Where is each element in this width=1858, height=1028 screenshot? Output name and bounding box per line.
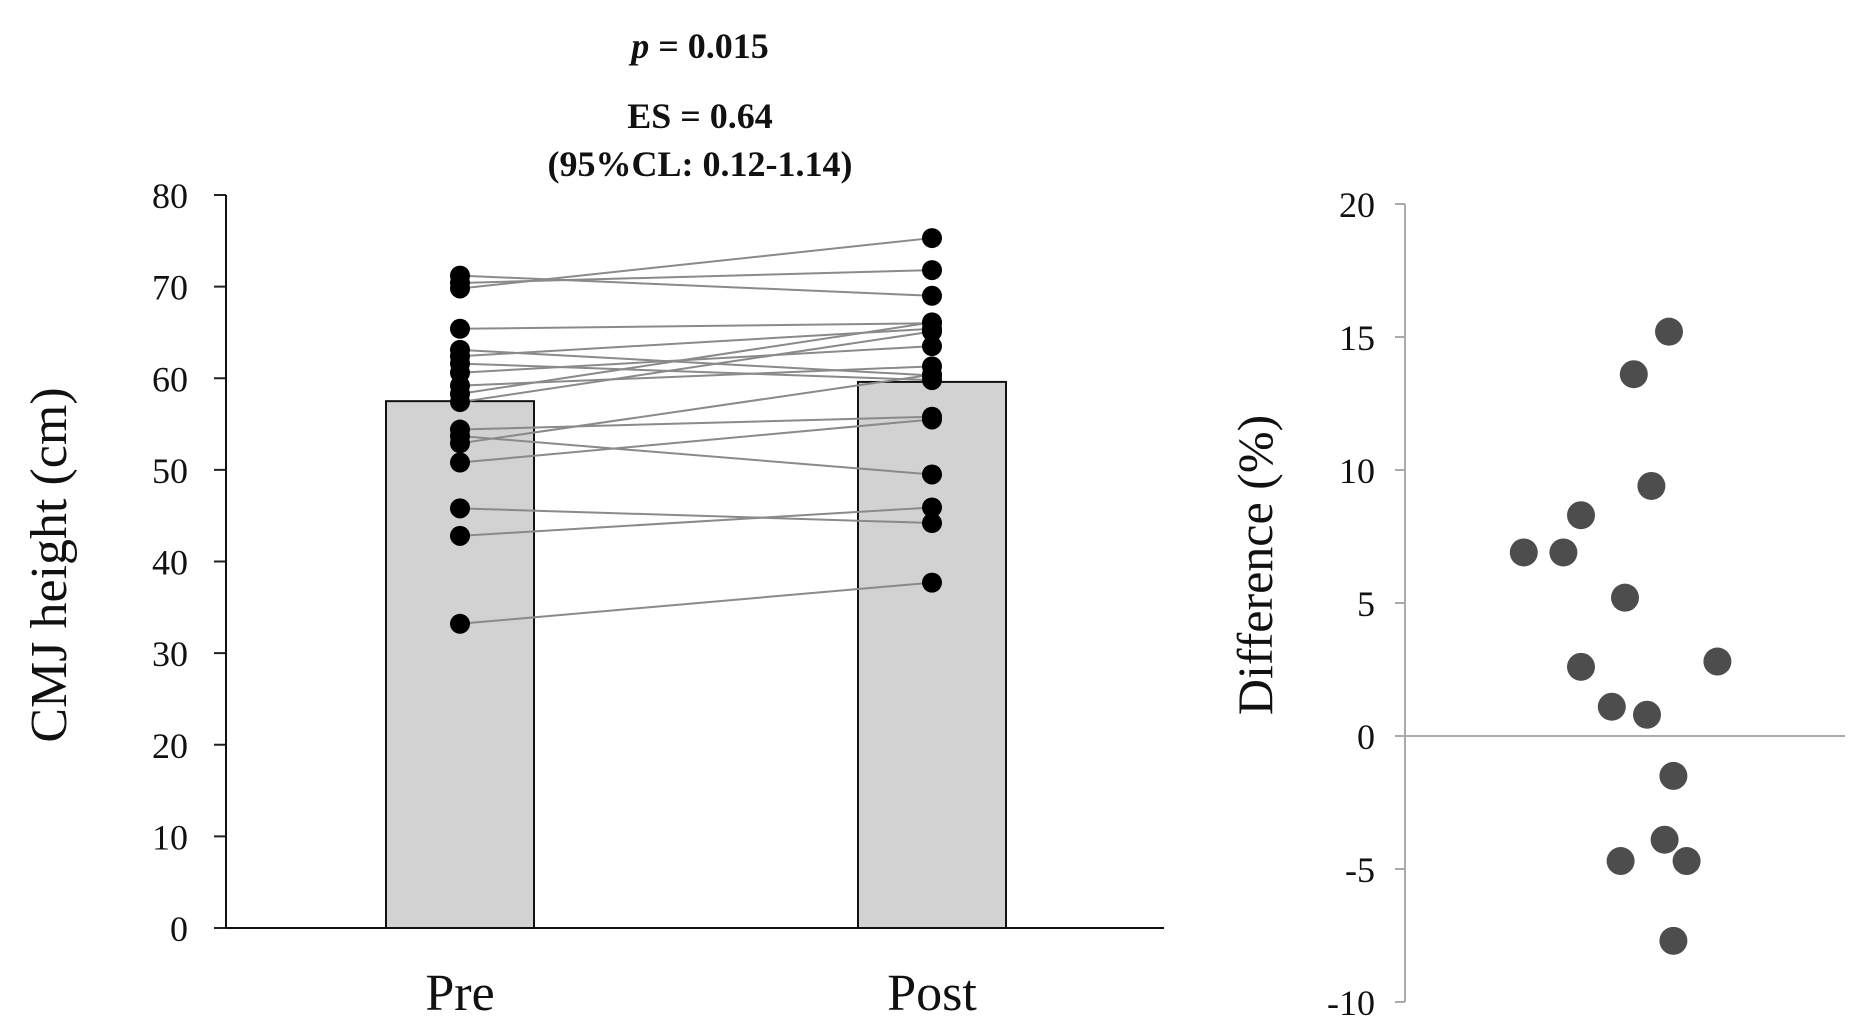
post-point bbox=[922, 364, 942, 385]
difference-point bbox=[1509, 538, 1538, 567]
pre-point bbox=[450, 433, 470, 454]
paired-line bbox=[459, 415, 933, 431]
bar-pre bbox=[385, 400, 535, 929]
difference-point bbox=[1567, 501, 1595, 530]
left-y-tick-label: 70 bbox=[152, 268, 188, 308]
difference-point bbox=[1637, 471, 1666, 500]
left-axis-ticks: 0 10 20 30 40 50 60 70 80 bbox=[152, 176, 226, 949]
post-point bbox=[922, 260, 942, 281]
bar-series bbox=[385, 380, 1007, 930]
post-point bbox=[922, 572, 942, 593]
pre-point bbox=[450, 278, 470, 299]
paired-line bbox=[459, 330, 933, 404]
left-y-tick-label: 10 bbox=[152, 817, 188, 857]
paired-points bbox=[450, 228, 942, 634]
right-y-axis-title: Difference (%) bbox=[1227, 415, 1283, 715]
post-point bbox=[922, 497, 942, 518]
difference-point bbox=[1606, 847, 1635, 876]
p-value: = 0.015 bbox=[649, 26, 769, 66]
difference-point bbox=[1703, 647, 1732, 676]
post-point bbox=[922, 409, 942, 430]
x-category-pre: Pre bbox=[425, 965, 494, 1022]
difference-points bbox=[1509, 317, 1732, 955]
right-axes: -10 -5 0 5 10 15 20 bbox=[1327, 185, 1845, 1023]
right-y-tick-label: 0 bbox=[1357, 717, 1375, 757]
pre-point bbox=[450, 392, 470, 413]
pre-point bbox=[450, 318, 470, 339]
left-y-tick-label: 40 bbox=[152, 543, 188, 583]
paired-line bbox=[459, 373, 933, 445]
paired-line bbox=[459, 581, 933, 625]
post-point bbox=[922, 336, 942, 357]
post-point bbox=[922, 321, 942, 342]
pre-point bbox=[450, 525, 470, 546]
right-y-tick-label: -5 bbox=[1345, 850, 1375, 890]
pre-point bbox=[450, 452, 470, 473]
confidence-limits-annotation: (95%CL: 0.12-1.14) bbox=[548, 144, 853, 184]
difference-point bbox=[1650, 825, 1679, 854]
right-y-tick-label: -10 bbox=[1327, 983, 1375, 1023]
post-point bbox=[922, 228, 942, 249]
difference-point bbox=[1611, 583, 1639, 612]
right-y-tick-label: 10 bbox=[1339, 451, 1375, 491]
post-point bbox=[922, 464, 942, 485]
left-y-tick-label: 50 bbox=[152, 451, 188, 491]
left-y-axis-title: CMJ height (cm) bbox=[21, 387, 78, 742]
difference-point bbox=[1659, 761, 1688, 790]
paired-line bbox=[459, 237, 933, 290]
paired-line bbox=[459, 274, 933, 297]
paired-line bbox=[459, 506, 933, 537]
effect-size-annotation: ES = 0.64 bbox=[627, 96, 773, 136]
paired-line bbox=[459, 362, 933, 382]
p-symbol: p bbox=[628, 26, 649, 66]
right-y-tick-label: 20 bbox=[1339, 185, 1375, 225]
left-axes bbox=[225, 195, 1164, 929]
difference-point bbox=[1655, 317, 1683, 346]
paired-line bbox=[459, 434, 933, 476]
x-category-labels: Pre Post bbox=[425, 965, 977, 1022]
paired-lines bbox=[459, 237, 933, 625]
paired-line bbox=[459, 348, 933, 377]
difference-point bbox=[1633, 700, 1661, 729]
post-point bbox=[922, 285, 942, 306]
difference-point bbox=[1659, 926, 1688, 955]
left-y-tick-label: 60 bbox=[152, 359, 188, 399]
paired-line bbox=[459, 345, 933, 374]
pre-point bbox=[450, 613, 470, 634]
difference-point bbox=[1619, 360, 1648, 389]
paired-line bbox=[459, 418, 933, 464]
left-y-tick-label: 20 bbox=[152, 726, 188, 766]
pre-point bbox=[450, 498, 470, 519]
paired-line bbox=[459, 507, 933, 525]
paired-line bbox=[459, 322, 933, 330]
paired-line bbox=[459, 321, 933, 395]
left-y-tick-label: 30 bbox=[152, 634, 188, 674]
post-point bbox=[922, 513, 942, 534]
right-y-tick-label: 15 bbox=[1339, 318, 1375, 358]
difference-point bbox=[1597, 692, 1626, 721]
right-y-tick-label: 5 bbox=[1357, 584, 1375, 624]
bar-post bbox=[857, 380, 1007, 930]
difference-point bbox=[1672, 847, 1701, 876]
difference-point bbox=[1549, 538, 1578, 567]
x-category-post: Post bbox=[887, 965, 977, 1022]
left-y-tick-label: 80 bbox=[152, 176, 188, 216]
difference-point bbox=[1567, 652, 1595, 681]
left-y-tick-label: 0 bbox=[170, 909, 188, 949]
p-value-annotation: p = 0.015 bbox=[628, 26, 769, 66]
